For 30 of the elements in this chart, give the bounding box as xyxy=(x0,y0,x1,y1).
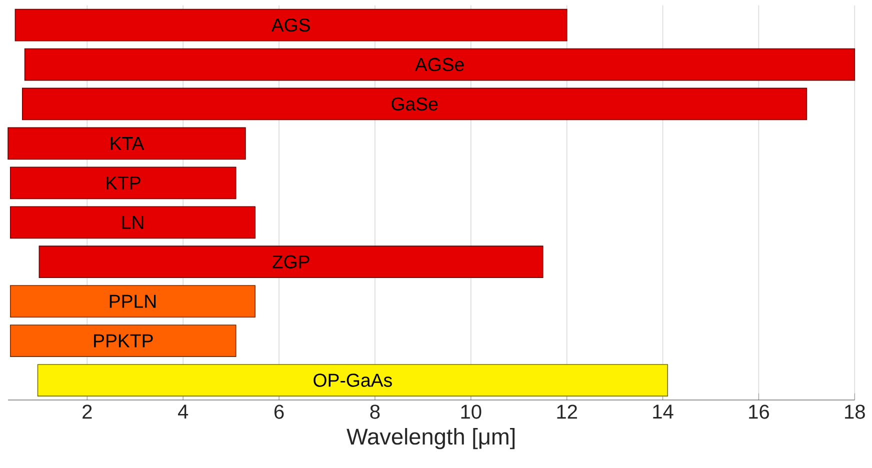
bar xyxy=(8,127,246,160)
x-tick-label: 2 xyxy=(82,404,92,419)
x-tick-label: 4 xyxy=(178,404,188,418)
y-tick-label: ZGP xyxy=(272,255,310,268)
bar xyxy=(38,246,544,278)
x-tick-label: 10 xyxy=(461,404,482,419)
x-tick-label: 14 xyxy=(653,404,674,418)
y-tick-label: AGS xyxy=(271,18,310,32)
x-axis-title: Wavelength [μm] xyxy=(346,428,515,450)
y-tick-label: KTA xyxy=(110,137,144,150)
y-tick-label: KTP xyxy=(106,176,140,190)
y-tick-label: AGSe xyxy=(414,58,464,72)
x-tick-label: 6 xyxy=(274,404,284,419)
y-tick-label: LN xyxy=(122,216,144,229)
x-tick-label: 8 xyxy=(370,404,380,419)
y-tick-label: PPKTP xyxy=(94,334,153,348)
bar xyxy=(22,88,808,120)
bar xyxy=(10,285,256,318)
bar xyxy=(10,206,256,239)
bar xyxy=(10,324,236,357)
y-tick-label: GaSe xyxy=(392,97,438,111)
x-tick-label: 12 xyxy=(557,404,577,419)
x-tick-label: 18 xyxy=(845,404,865,419)
bar xyxy=(14,8,568,42)
bar xyxy=(10,166,236,200)
y-tick-label: PPLN xyxy=(110,294,156,308)
x-tick-label: 16 xyxy=(749,404,769,419)
y-tick-label: OP-GaAs xyxy=(314,374,392,387)
bar xyxy=(37,364,668,396)
bar xyxy=(24,48,856,81)
